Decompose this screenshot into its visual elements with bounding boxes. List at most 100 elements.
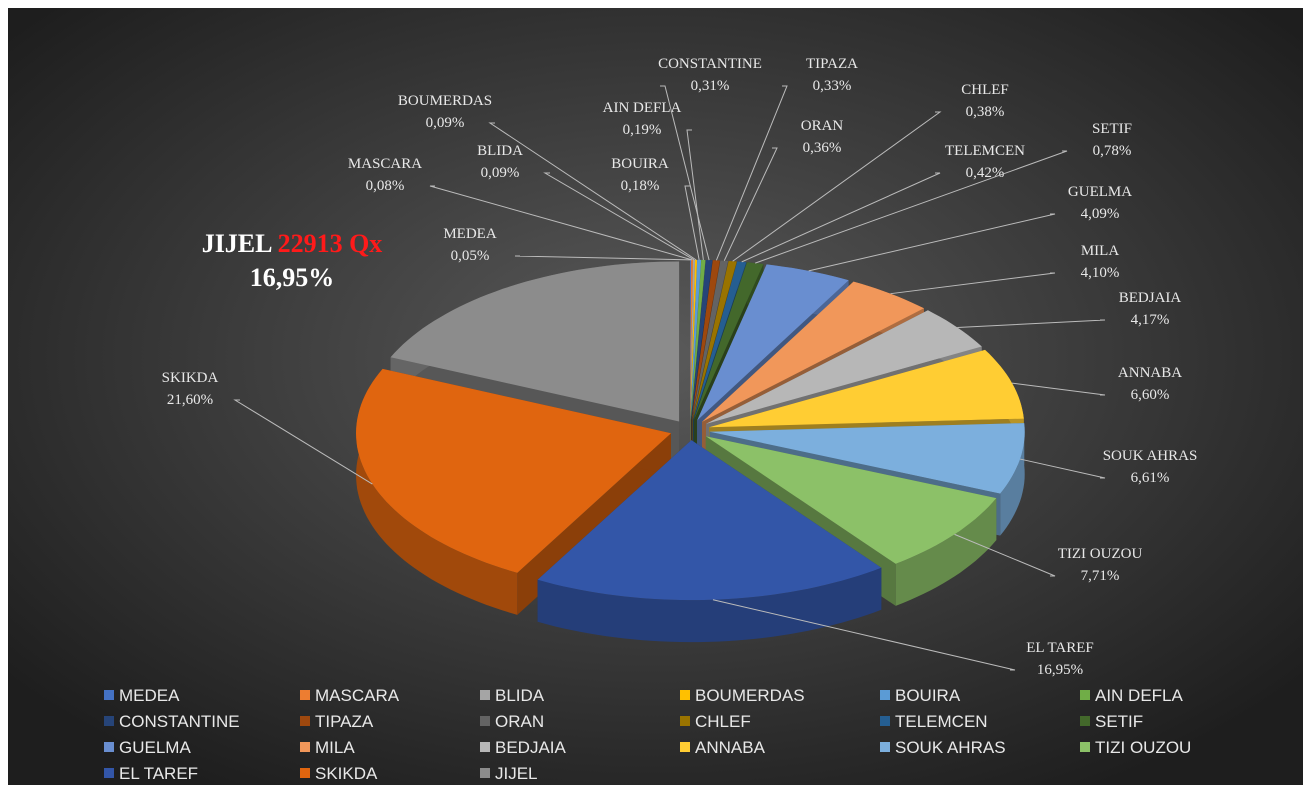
value-label: 0,36% [803,140,842,156]
legend-label: SKIKDA [315,764,378,783]
slice [702,281,924,422]
category-label: CHLEF [961,82,1009,98]
category-label: MASCARA [348,156,422,172]
legend: MEDEA MASCARA BLIDA BOUMERDAS BOUIRA AIN DEFL… [104,686,1191,783]
legend-swatch [480,742,490,752]
category-label: MEDEA [443,226,496,242]
category-label: ANNABA [1118,365,1182,381]
leader-line [954,533,1056,577]
legend-swatch [104,690,114,700]
slice [691,260,720,420]
leader-line [1011,382,1106,396]
leader-line [660,85,710,261]
leader-line [1019,458,1106,479]
slice [709,349,1024,428]
value-label: 16,95% [1037,662,1083,678]
category-label: TELEMCEN [945,143,1025,159]
leader-line [957,319,1106,328]
legend-label: JIJEL [495,764,538,783]
value-label: 0,09% [481,165,520,181]
slice [690,259,697,420]
value-label: 0,18% [621,178,660,194]
legend-label: MEDEA [119,686,180,705]
legend-swatch [1080,690,1090,700]
legend-label: BLIDA [495,686,545,705]
legend-swatch [880,716,890,726]
slice [690,259,693,420]
slice [690,259,695,420]
legend-label: BOUMERDAS [695,686,805,705]
leader-line [684,185,700,260]
value-label: 4,10% [1081,265,1120,281]
category-label: BOUMERDAS [398,93,492,109]
legend-swatch [480,716,490,726]
legend-label: SOUK AHRAS [895,738,1006,757]
category-label: SETIF [1092,121,1132,137]
leader-line [488,122,697,261]
slice [692,260,729,420]
legend-label: TIPAZA [315,712,374,731]
leader-line [808,213,1056,272]
legend-swatch [480,768,490,778]
category-label: GUELMA [1068,184,1132,200]
legend-swatch [480,690,490,700]
category-label: EL TAREF [1026,640,1094,656]
legend-label: MASCARA [315,686,400,705]
category-label: ORAN [801,118,844,134]
legend-swatch [300,690,310,700]
legend-label: EL TAREF [119,764,198,783]
legend-swatch [1080,716,1090,726]
slice [390,261,680,422]
slice-tops [356,259,1025,601]
legend-swatch [300,768,310,778]
category-label: BEDJAIA [1119,290,1182,306]
slice [690,259,706,420]
legend-label: BOUIRA [895,686,961,705]
leader-line [543,172,695,261]
value-label: 0,33% [813,78,852,94]
slice-side [1000,423,1025,536]
legend-swatch [300,742,310,752]
legend-label: GUELMA [119,738,191,757]
value-label: 6,60% [1131,387,1170,403]
category-label: AIN DEFLA [603,100,682,116]
legend-swatch [300,716,310,726]
category-label: BOUIRA [611,156,669,172]
legend-label: AIN DEFLA [1095,686,1184,705]
category-label: TIZI OUZOU [1058,546,1143,562]
slice [690,259,692,420]
category-label: TIPAZA [806,56,858,72]
value-label: 0,42% [966,165,1005,181]
leader-line [890,272,1056,295]
slice [705,436,997,564]
leader-line [715,85,788,261]
value-label: 6,61% [1131,470,1170,486]
leader-line [712,599,1016,671]
category-label: SOUK AHRAS [1103,448,1198,464]
slice-side [895,498,997,606]
value-label: 0,31% [691,78,730,94]
category-label: SKIKDA [162,370,219,386]
slice [709,423,1025,494]
legend-label: CHLEF [695,712,751,731]
slice [693,261,747,420]
annotation-value: 16,95% [250,263,335,292]
data-labels: MEDEA 0,05% MASCARA 0,08% BLIDA 0,09% BOUMERDA… [162,56,1198,678]
slice [692,261,737,420]
value-label: 7,71% [1081,568,1120,584]
value-label: 21,60% [167,392,213,408]
slice [691,260,713,420]
legend-swatch [680,690,690,700]
legend-swatch [104,716,114,726]
slice-side [356,368,518,615]
legend-label: TELEMCEN [895,712,988,731]
slice [693,262,764,420]
leader-line [233,399,373,485]
legend-label: ORAN [495,712,544,731]
legend-swatch [880,742,890,752]
leader-line [514,255,691,261]
value-label: 4,09% [1081,206,1120,222]
category-label: BLIDA [477,143,523,159]
leader-line [755,150,1068,264]
